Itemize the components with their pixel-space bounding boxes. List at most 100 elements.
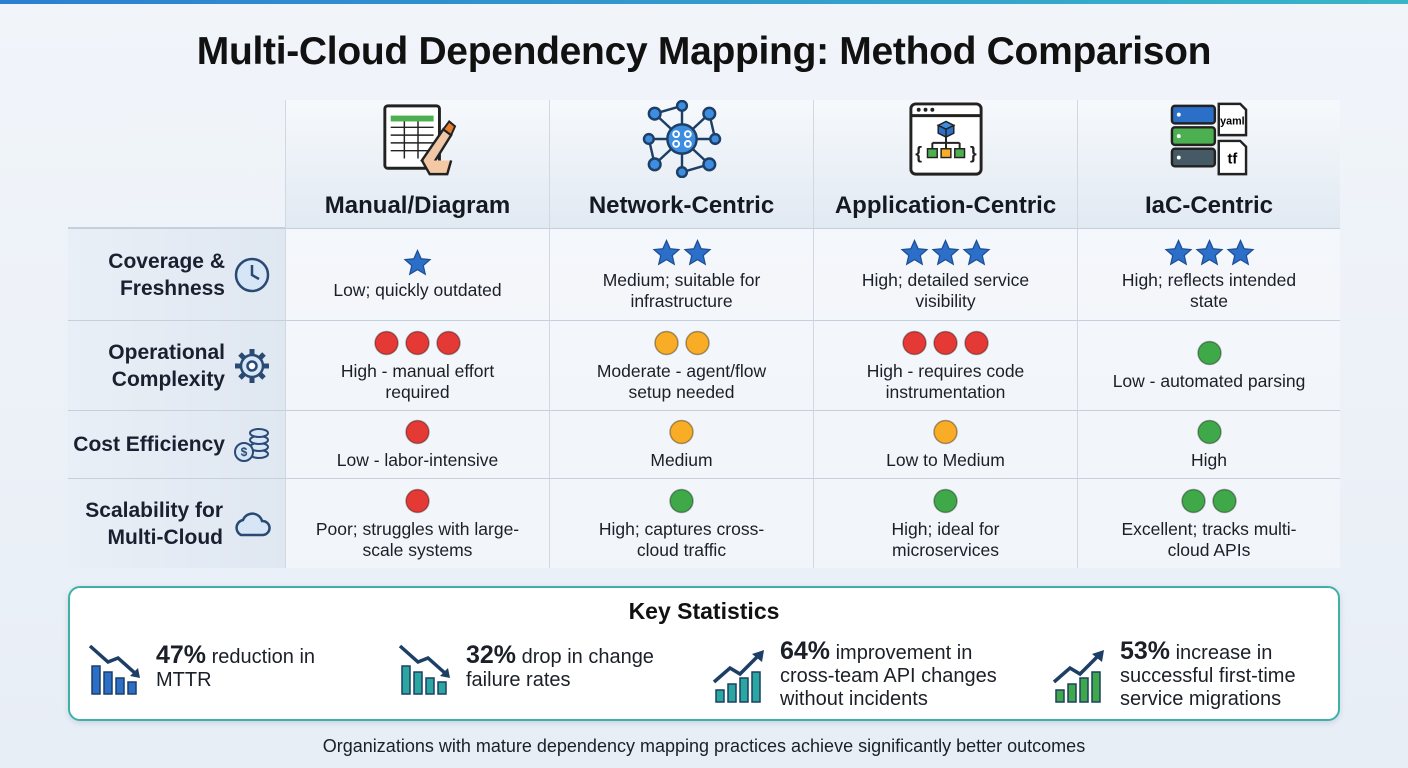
row-header: Coverage & Freshness — [68, 228, 285, 320]
stats-title: Key Statistics — [628, 598, 780, 624]
svg-text:{: { — [915, 143, 922, 163]
dot-rating — [669, 419, 694, 445]
stat-text: 47% reduction in MTTR — [156, 643, 316, 692]
cell: Medium; suitable for infrastructure — [549, 228, 813, 320]
stat-text: 32% drop in change failure rates — [466, 641, 676, 692]
dot-rating — [669, 488, 694, 513]
row-header: Cost Efficiency $ — [68, 410, 285, 478]
dot-rating — [405, 419, 430, 445]
star-rating — [1163, 238, 1255, 266]
cell: High — [1077, 410, 1340, 478]
cell-text: High — [1191, 450, 1227, 470]
gear-icon — [235, 348, 269, 383]
row-label: Scalability for Multi-Cloud — [85, 498, 223, 549]
dot — [1181, 488, 1206, 513]
svg-text:}: } — [969, 143, 976, 163]
cell-text: High; reflects intended state — [1121, 269, 1297, 311]
cell-text: High - manual effort required — [340, 360, 495, 402]
dot — [669, 419, 694, 445]
clock-icon — [234, 257, 270, 292]
cell-text: High; detailed service visibility — [861, 269, 1030, 311]
column-header: { } Application-Centric — [813, 100, 1077, 228]
dot-rating — [933, 419, 958, 445]
spreadsheet-icon — [382, 104, 456, 176]
column-header: yaml tf IaC-Centric — [1077, 100, 1340, 228]
cell: High; reflects intended state — [1077, 228, 1340, 320]
cell: High; detailed service visibility — [813, 228, 1077, 320]
dot — [933, 488, 958, 513]
cell: High; captures cross-cloud traffic — [549, 478, 813, 568]
cell: Low - automated parsing — [1077, 320, 1340, 410]
cell-text: Poor; struggles with large-scale systems — [315, 518, 520, 560]
star — [403, 248, 432, 276]
row-label: Cost Efficiency — [73, 433, 225, 456]
dot — [436, 330, 461, 355]
dot-rating — [653, 330, 710, 355]
stat-label: increase in successful first-time servic… — [1120, 642, 1296, 710]
row-header: Operational Complexity — [68, 320, 285, 410]
cell: Poor; struggles with large-scale systems — [285, 478, 549, 568]
stat: 32% drop in change failure rates — [398, 640, 676, 696]
star — [651, 238, 681, 266]
dot — [1196, 340, 1222, 366]
dot-rating — [1196, 419, 1222, 445]
dot — [964, 330, 989, 355]
cell-text: Medium — [650, 450, 713, 470]
dot — [669, 488, 694, 513]
stat: 64% improvement in cross-team API change… — [712, 639, 1020, 711]
stat-label: drop in change failure rates — [466, 646, 654, 691]
cell: High; ideal for microservices — [813, 478, 1077, 568]
cell: Medium — [549, 410, 813, 478]
stat-label: improvement in cross-team API changes wi… — [780, 642, 997, 710]
comparison-table: Manual/Diagram Network-Centric { } Appli… — [68, 100, 1340, 568]
column-label: Application-Centric — [834, 192, 1057, 219]
corner — [68, 100, 285, 228]
cell: Excellent; tracks multi-cloud APIs — [1077, 478, 1340, 568]
row-label: Operational Complexity — [108, 340, 225, 391]
cell-text: Moderate - agent/flow setup needed — [596, 360, 767, 402]
cell: Low - labor-intensive — [285, 410, 549, 478]
dot — [1212, 488, 1237, 513]
cell-text: Low to Medium — [886, 450, 1005, 470]
column-header: Network-Centric — [549, 100, 813, 228]
cell: Low to Medium — [813, 410, 1077, 478]
top-bar — [0, 0, 1408, 4]
cell-text: Low - automated parsing — [1112, 371, 1306, 391]
dot — [933, 419, 958, 445]
star-rating — [403, 248, 432, 276]
dot — [1196, 419, 1222, 445]
dot-rating — [933, 488, 958, 513]
dot — [405, 330, 430, 355]
iac-icon: yaml tf — [1170, 102, 1248, 176]
stat-value: 32% — [466, 641, 517, 669]
column-label: Manual/Diagram — [324, 192, 511, 219]
stat-text: 64% improvement in cross-team API change… — [780, 639, 1020, 711]
file-label: tf — [1228, 151, 1238, 167]
star — [900, 238, 929, 266]
trend-down-icon — [88, 644, 140, 695]
stat-label: reduction in MTTR — [156, 646, 316, 691]
cloud-icon — [235, 511, 271, 536]
cell-text: High; captures cross-cloud traffic — [598, 518, 765, 560]
star — [962, 238, 991, 266]
cell: Moderate - agent/flow setup needed — [549, 320, 813, 410]
cell: High - manual effort required — [285, 320, 549, 410]
trend-up-icon — [1052, 649, 1104, 703]
svg-text:$: $ — [241, 445, 248, 459]
cell-text: High; ideal for microservices — [891, 518, 1000, 560]
trend-down-icon — [398, 644, 450, 695]
column-label: Network-Centric — [588, 192, 775, 219]
trend-up-icon — [712, 649, 764, 703]
dot-rating — [902, 330, 989, 355]
cell-text: Medium; suitable for infrastructure — [602, 269, 761, 311]
column-header: Manual/Diagram — [285, 100, 549, 228]
star-rating — [651, 238, 712, 266]
title: Multi-Cloud Dependency Mapping: Method C… — [196, 30, 1212, 73]
stat-value: 53% — [1120, 637, 1171, 665]
file-label: yaml — [1220, 115, 1244, 127]
star — [931, 238, 960, 266]
dot — [653, 330, 679, 355]
footer: Organizations with mature dependency map… — [322, 736, 1086, 756]
cell: High - requires code instrumentation — [813, 320, 1077, 410]
